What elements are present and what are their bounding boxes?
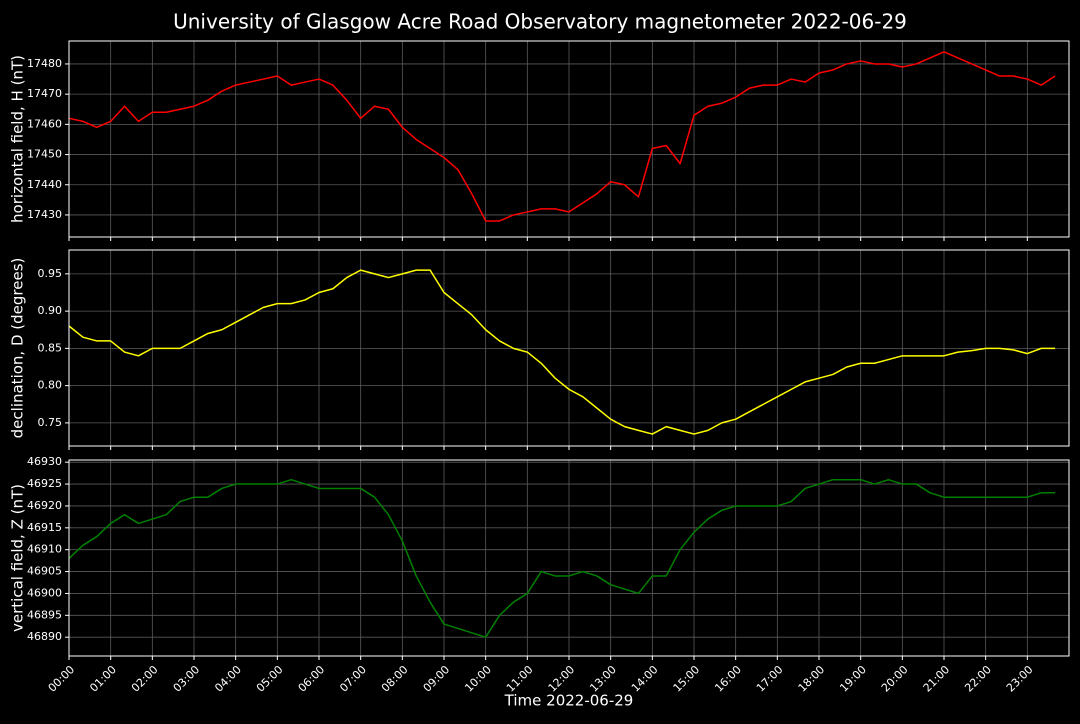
y-tick-label: 46895 [27, 608, 62, 621]
plot-frame [68, 40, 1070, 238]
y-tick-label: 0.95 [38, 267, 63, 280]
y-tick-label: 46920 [27, 499, 62, 512]
y-tick-label: 0.80 [38, 379, 63, 392]
y-tick-label: 17440 [27, 178, 62, 191]
y-tick-label: 46925 [27, 477, 62, 490]
y-tick-label: 17480 [27, 57, 62, 70]
y-tick-label: 46930 [27, 455, 62, 468]
y-tick-label: 0.85 [38, 341, 63, 354]
y-tick-label: 17430 [27, 208, 62, 221]
y-tick-label: 0.75 [38, 416, 63, 429]
plot-frame [68, 459, 1070, 657]
y-tick-label: 46915 [27, 521, 62, 534]
data-line [68, 51, 1056, 222]
y-tick-label: 46890 [27, 630, 62, 643]
y-axis-label: vertical field, Z (nT) [9, 484, 27, 632]
y-tick-label: 46905 [27, 565, 62, 578]
y-tick-label: 17470 [27, 87, 62, 100]
data-line [68, 269, 1056, 435]
y-tick-label: 0.90 [38, 304, 63, 317]
figure-title: University of Glasgow Acre Road Observat… [173, 10, 907, 34]
y-axis-label: horizontal field, H (nT) [9, 55, 27, 223]
y-axis-label: declination, D (degrees) [9, 258, 27, 439]
y-tick-label: 46910 [27, 543, 62, 556]
plot-frame [68, 249, 1070, 447]
y-tick-label: 46900 [27, 586, 62, 599]
y-tick-label: 17450 [27, 148, 62, 161]
y-tick-label: 17460 [27, 117, 62, 130]
data-line [68, 478, 1056, 638]
x-axis-label: Time 2022-06-29 [504, 692, 634, 710]
